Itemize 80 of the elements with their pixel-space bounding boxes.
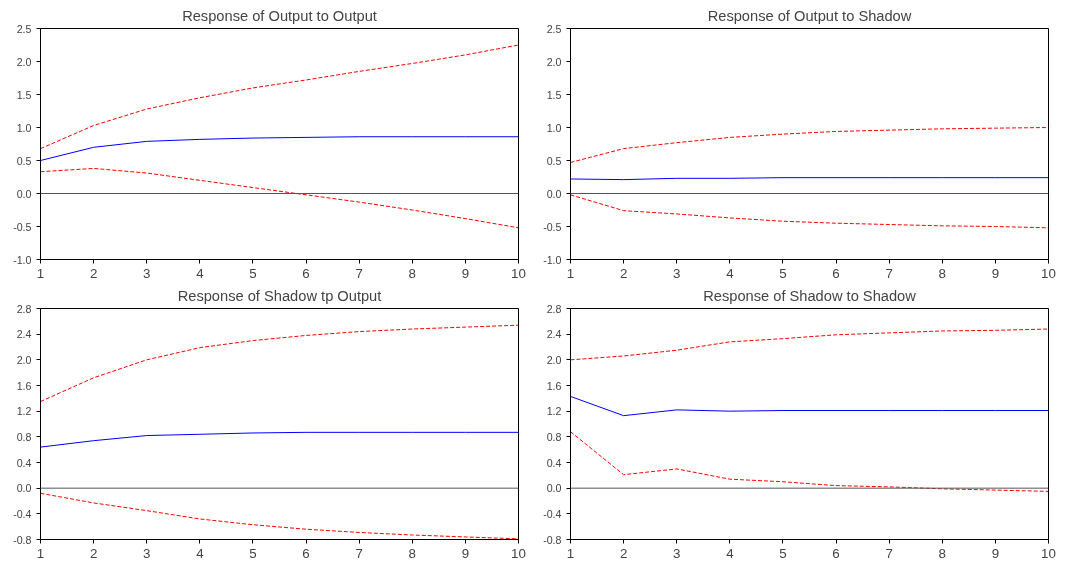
y-tick-label: 2.5: [16, 22, 32, 35]
y-tick-label: 0.5: [546, 154, 562, 167]
y-tick-label: 1.6: [546, 379, 562, 392]
chart-title: Response of Output to Shadow: [707, 7, 912, 24]
x-tick-label: 8: [938, 545, 946, 561]
y-tick-label: 0.0: [16, 482, 32, 495]
x-tick-label: 6: [302, 545, 310, 561]
x-tick-label: 1: [36, 545, 45, 561]
y-tick-label: -0.4: [13, 507, 32, 520]
y-tick-label: 1.5: [16, 88, 32, 101]
x-tick-label: 5: [779, 265, 787, 281]
x-tick-label: 4: [196, 545, 205, 561]
x-tick-label: 9: [991, 545, 1000, 561]
x-tick-label: 2: [619, 265, 628, 281]
x-tick-label: 9: [461, 265, 470, 281]
x-tick-label: 5: [249, 265, 257, 281]
x-tick-label: 3: [673, 265, 681, 281]
y-tick-label: 1.0: [16, 121, 32, 134]
x-tick-label: 5: [779, 545, 787, 561]
y-tick-label: -1.0: [543, 253, 562, 266]
y-tick-label: 2.4: [16, 328, 32, 341]
y-tick-label: -0.4: [543, 507, 562, 520]
x-tick-label: 2: [89, 265, 98, 281]
x-tick-label: 7: [355, 265, 363, 281]
x-tick-label: 3: [143, 545, 151, 561]
y-tick-label: 2.0: [16, 353, 32, 366]
y-tick-label: 2.0: [546, 55, 562, 68]
x-tick-label: 9: [991, 265, 1000, 281]
x-tick-label: 3: [143, 265, 151, 281]
x-tick-label: 4: [726, 545, 735, 561]
x-tick-label: 4: [196, 265, 205, 281]
y-tick-label: -0.5: [543, 220, 562, 233]
x-tick-label: 10: [511, 545, 526, 561]
x-tick-label: 10: [1041, 545, 1056, 561]
y-tick-label: -1.0: [13, 253, 32, 266]
y-tick-label: 2.8: [16, 302, 32, 315]
y-tick-label: 2.4: [546, 328, 562, 341]
x-tick-label: 7: [885, 265, 893, 281]
x-tick-label: 6: [832, 265, 840, 281]
chart-title: Response of Shadow to Shadow: [703, 287, 917, 304]
x-tick-label: 6: [302, 265, 310, 281]
x-tick-label: 7: [355, 545, 363, 561]
x-tick-label: 9: [461, 545, 470, 561]
y-tick-label: 0.8: [546, 430, 562, 443]
y-tick-label: 0.0: [546, 187, 562, 200]
y-tick-label: 2.5: [546, 22, 562, 35]
x-tick-label: 5: [249, 545, 257, 561]
y-tick-label: 0.4: [546, 456, 562, 469]
x-tick-label: 4: [726, 265, 735, 281]
y-tick-label: -0.5: [13, 220, 32, 233]
x-tick-label: 2: [619, 545, 628, 561]
y-tick-label: 1.0: [546, 121, 562, 134]
y-tick-label: 1.2: [16, 405, 32, 418]
x-tick-label: 8: [938, 265, 946, 281]
chart-title: Response of Output to Output: [182, 7, 377, 24]
y-tick-label: 1.2: [546, 405, 562, 418]
x-tick-label: 8: [408, 545, 416, 561]
y-tick-label: 2.8: [546, 302, 562, 315]
y-tick-label: 1.6: [16, 379, 32, 392]
x-tick-label: 10: [1041, 265, 1056, 281]
x-tick-label: 1: [566, 545, 575, 561]
x-tick-label: 1: [36, 265, 45, 281]
x-tick-label: 2: [89, 545, 98, 561]
x-tick-label: 7: [885, 545, 893, 561]
y-tick-label: 1.5: [546, 88, 562, 101]
y-tick-label: -0.8: [543, 533, 562, 546]
chart-title: Response of Shadow tp Output: [177, 287, 382, 304]
y-tick-label: 2.0: [16, 55, 32, 68]
x-tick-label: 6: [832, 545, 840, 561]
y-tick-label: 0.0: [546, 482, 562, 495]
x-tick-label: 3: [673, 545, 681, 561]
y-tick-label: 0.5: [16, 154, 32, 167]
y-tick-label: -0.8: [13, 533, 32, 546]
x-tick-label: 8: [408, 265, 416, 281]
y-tick-label: 0.8: [16, 430, 32, 443]
x-tick-label: 1: [566, 265, 575, 281]
y-tick-label: 2.0: [546, 353, 562, 366]
y-tick-label: 0.4: [16, 456, 32, 469]
x-tick-label: 10: [511, 265, 526, 281]
y-tick-label: 0.0: [16, 187, 32, 200]
